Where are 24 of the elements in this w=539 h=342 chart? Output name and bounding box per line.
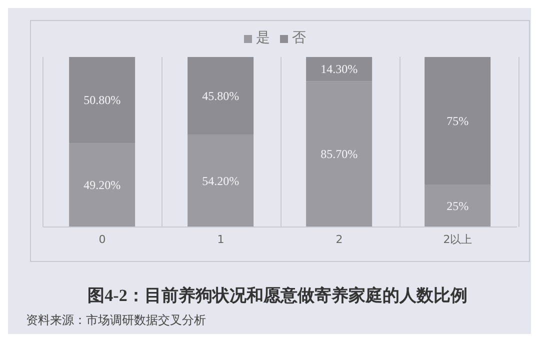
- x-tick-label: 1: [217, 232, 224, 246]
- legend-label: 是: [256, 31, 270, 46]
- x-tick-label: 0: [98, 232, 106, 246]
- bar: [188, 57, 254, 135]
- bar: [69, 143, 136, 227]
- data-label: 54.20%: [202, 174, 240, 188]
- text: 图4-2：目前养狗状况和愿意做寄养家庭的人数比例: [86, 285, 468, 307]
- data-label: 25%: [446, 198, 469, 213]
- data-label: 45.80%: [202, 88, 240, 103]
- bar: [424, 57, 491, 184]
- data-label: 85.70%: [320, 147, 358, 162]
- data-label: 50.80%: [84, 93, 121, 108]
- x-tick-label: 2以上: [443, 232, 472, 246]
- bar: [306, 57, 372, 82]
- bar: [306, 81, 372, 227]
- data-label: 49.20%: [84, 178, 121, 192]
- text: 资料来源：市场调研数据交叉分析: [26, 312, 206, 329]
- bar: [424, 184, 491, 227]
- bar: [69, 57, 136, 144]
- bar: [188, 134, 254, 227]
- data-label: 14.30%: [320, 62, 358, 76]
- x-tick-label: 2: [336, 232, 343, 246]
- data-label: 75%: [446, 114, 469, 128]
- legend-label: 否: [292, 31, 306, 46]
